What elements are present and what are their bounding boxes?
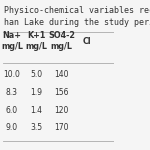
Text: 3.5: 3.5 bbox=[30, 123, 42, 132]
Text: 6.0: 6.0 bbox=[6, 106, 18, 115]
Text: 5.0: 5.0 bbox=[30, 70, 42, 80]
Text: 9.0: 9.0 bbox=[6, 123, 18, 132]
Text: SO4-2
mg/L: SO4-2 mg/L bbox=[48, 32, 75, 51]
Text: 120: 120 bbox=[54, 106, 69, 115]
Text: 8.3: 8.3 bbox=[6, 88, 18, 97]
Text: 10.0: 10.0 bbox=[3, 70, 20, 80]
Text: K+1
mg/L: K+1 mg/L bbox=[25, 32, 47, 51]
Text: han Lake during the study peri: han Lake during the study peri bbox=[4, 18, 150, 27]
Text: 170: 170 bbox=[54, 123, 69, 132]
Text: 140: 140 bbox=[54, 70, 69, 80]
Text: Na+
mg/L: Na+ mg/L bbox=[1, 32, 23, 51]
Text: Physico-chemical variables rec: Physico-chemical variables rec bbox=[4, 6, 150, 15]
Text: 156: 156 bbox=[54, 88, 69, 97]
Text: Cl: Cl bbox=[83, 37, 92, 46]
Text: 1.9: 1.9 bbox=[30, 88, 42, 97]
Text: 1.4: 1.4 bbox=[30, 106, 42, 115]
